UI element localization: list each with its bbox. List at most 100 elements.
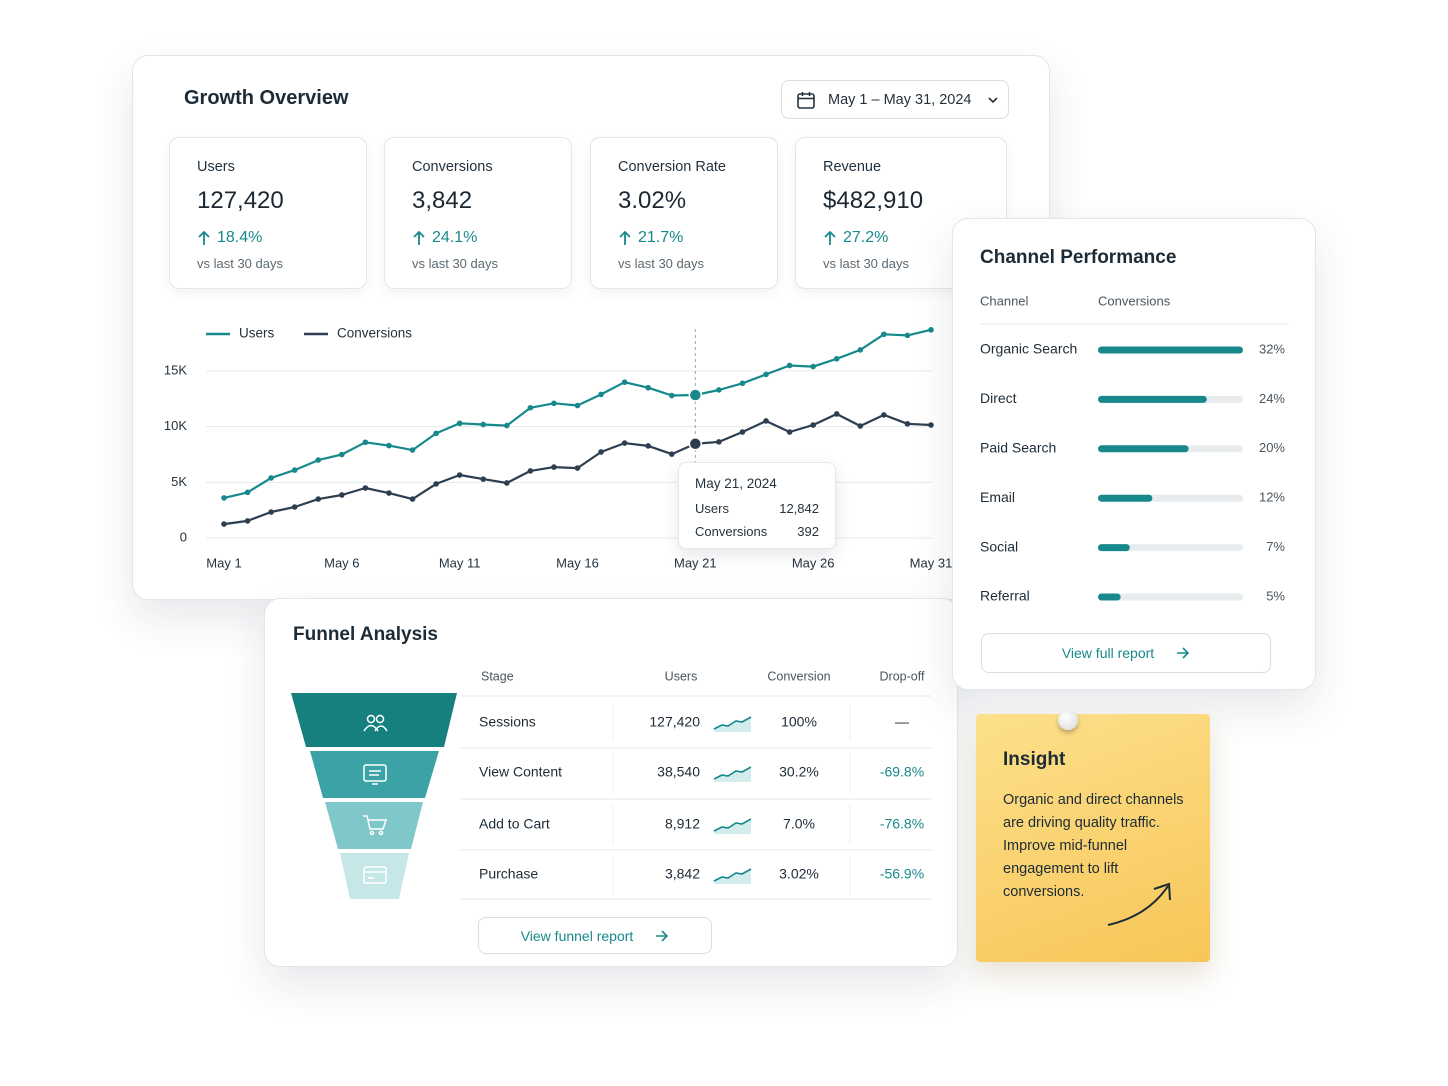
sparkline-area bbox=[714, 819, 751, 834]
data-point bbox=[339, 492, 345, 498]
insight-title: Insight bbox=[1003, 749, 1066, 770]
stage-icon bbox=[363, 764, 387, 785]
channel-name: Email bbox=[980, 489, 1015, 505]
arrow-path bbox=[198, 230, 210, 245]
arrow-doodle bbox=[1107, 882, 1171, 926]
icon-part bbox=[364, 871, 386, 879]
data-point bbox=[881, 412, 887, 418]
date-picker[interactable]: May 1 – May 31, 2024 bbox=[781, 80, 1009, 119]
stage-dropoff: -69.8% bbox=[880, 764, 924, 780]
sparkline-line bbox=[713, 868, 752, 882]
data-point bbox=[291, 504, 298, 510]
calendar-icon bbox=[797, 91, 815, 109]
sparkline-line bbox=[713, 716, 752, 730]
data-point bbox=[268, 475, 274, 481]
icon-part bbox=[375, 714, 385, 724]
data-point bbox=[527, 404, 534, 411]
channel-name: Organic Search bbox=[980, 341, 1077, 357]
data-point bbox=[739, 380, 746, 387]
data-point bbox=[221, 495, 227, 501]
channel-card: Channel Performance Channel Conversions Or… bbox=[952, 218, 1316, 690]
x-tick-label: May 16 bbox=[556, 555, 599, 570]
kpi-change-value: 21.7% bbox=[638, 229, 684, 246]
sparkline-line bbox=[713, 766, 752, 780]
growth-card: Growth Overview May 1 – May 31, 2024 Use… bbox=[132, 55, 1050, 600]
data-point bbox=[315, 457, 322, 463]
data-point bbox=[551, 400, 557, 407]
value-label: 20% bbox=[1259, 440, 1285, 455]
stage-dropoff: -56.9% bbox=[880, 866, 924, 882]
data-point bbox=[786, 429, 793, 435]
data-point bbox=[763, 371, 769, 378]
stage-users: 127,420 bbox=[649, 714, 700, 730]
stage-conversion: 3.02% bbox=[779, 866, 819, 882]
data-point bbox=[221, 521, 227, 527]
x-tick-label: May 11 bbox=[439, 555, 481, 570]
data-point bbox=[716, 387, 722, 393]
data-point bbox=[928, 327, 934, 333]
bar bbox=[1098, 593, 1121, 601]
icon-part bbox=[363, 815, 388, 830]
data-point bbox=[362, 439, 369, 446]
x-tick-label: May 1 bbox=[206, 555, 241, 570]
kpi-label: Conversions bbox=[412, 159, 493, 175]
bar bbox=[1098, 346, 1243, 354]
icon-part bbox=[369, 830, 375, 836]
column-header: Users bbox=[665, 669, 698, 683]
data-point bbox=[409, 447, 416, 453]
view-report-button[interactable]: View full report bbox=[981, 633, 1271, 673]
data-point bbox=[881, 331, 887, 338]
funnel-tier bbox=[325, 802, 423, 849]
data-point bbox=[244, 518, 251, 524]
channel-bars: Channel Conversions Organic Search 32% Direc… bbox=[980, 293, 1289, 604]
tooltip: May 21, 2024 Users 12,842 Conversions 392 bbox=[678, 462, 836, 549]
data-point bbox=[409, 496, 416, 502]
bar bbox=[1098, 395, 1207, 403]
funnel-card: Funnel Analysis Stage Users Conversion Drop… bbox=[264, 598, 958, 967]
stage-users: 38,540 bbox=[657, 764, 700, 780]
icon-part bbox=[363, 764, 387, 782]
data-point bbox=[480, 421, 487, 428]
stage-users: 8,912 bbox=[665, 816, 700, 832]
legend-label: Users bbox=[239, 326, 275, 341]
column-header: Drop-off bbox=[880, 669, 925, 683]
value-label: 32% bbox=[1259, 341, 1285, 356]
x-tick-label: May 21 bbox=[674, 555, 717, 570]
data-point bbox=[810, 363, 816, 370]
tooltip-value: 392 bbox=[797, 524, 819, 539]
data-point bbox=[645, 443, 651, 449]
y-tick-label: 10K bbox=[164, 418, 187, 433]
card-title: Channel Performance bbox=[980, 247, 1177, 268]
kpi-card: Revenue $482,910 27.2% vs last 30 days bbox=[795, 137, 1007, 289]
kpi-value: 3,842 bbox=[412, 187, 473, 214]
stage-users: 3,842 bbox=[665, 866, 700, 882]
data-point bbox=[433, 430, 439, 437]
data-point bbox=[574, 402, 581, 409]
data-point bbox=[386, 442, 392, 449]
kpi-value: 3.02% bbox=[618, 187, 687, 214]
column-header: Conversions bbox=[1098, 293, 1171, 308]
channel-name: Referral bbox=[980, 588, 1030, 604]
sparkline-line bbox=[713, 818, 752, 832]
kpi-note: vs last 30 days bbox=[412, 256, 498, 271]
data-point bbox=[786, 362, 793, 369]
data-point bbox=[268, 509, 274, 515]
data-point bbox=[244, 489, 251, 496]
kpi-note: vs last 30 days bbox=[823, 256, 909, 271]
data-point bbox=[551, 464, 557, 470]
stage-name: View Content bbox=[479, 764, 562, 780]
sparkline-area bbox=[714, 767, 751, 782]
stage-conversion: 7.0% bbox=[783, 816, 815, 832]
value-label: 5% bbox=[1266, 588, 1285, 603]
data-point bbox=[904, 332, 911, 339]
kpi-note: vs last 30 days bbox=[618, 256, 704, 271]
arrow-path bbox=[824, 230, 836, 245]
stage-conversion: 30.2% bbox=[779, 764, 819, 780]
column-header: Channel bbox=[980, 293, 1029, 308]
tooltip-value: 12,842 bbox=[779, 501, 819, 516]
view-funnel-button[interactable]: View funnel report bbox=[478, 917, 712, 954]
card-title: Growth Overview bbox=[184, 87, 349, 109]
icon-part bbox=[363, 866, 387, 884]
